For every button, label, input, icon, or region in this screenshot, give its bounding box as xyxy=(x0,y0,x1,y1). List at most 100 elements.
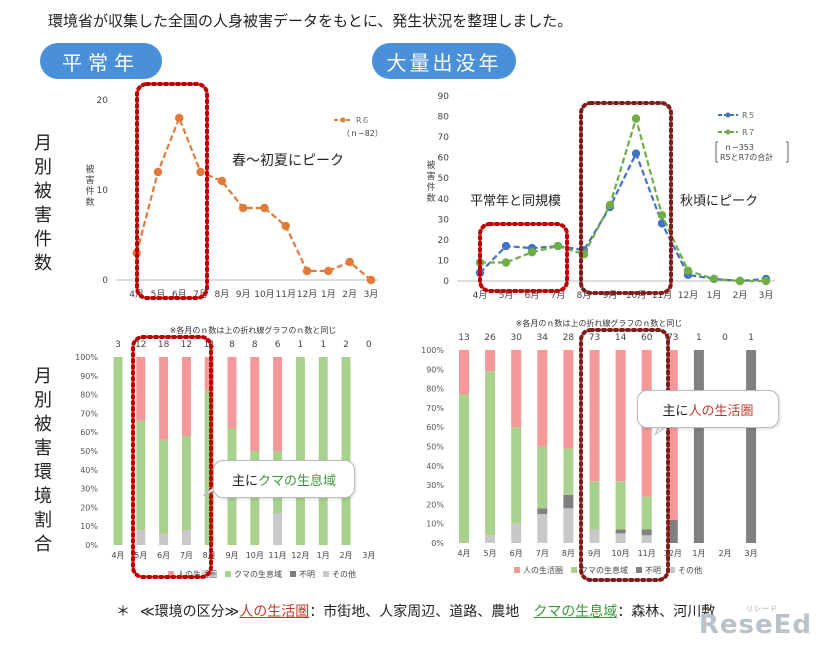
x-tick-label: 1月 xyxy=(707,290,722,301)
y-tick-label: 90 xyxy=(438,92,450,102)
footer-star: ＊ xyxy=(116,604,130,620)
callout-autumn-peak: 秋頃にピーク xyxy=(680,194,759,209)
x-tick-label: 2月 xyxy=(339,551,352,560)
bar-segment-不明 xyxy=(563,494,574,509)
bar-segment-不明 xyxy=(537,508,548,515)
side-char: 合 xyxy=(34,534,52,555)
bar-segment-その他 xyxy=(615,533,626,543)
n-count-label: 2 xyxy=(343,340,349,350)
data-point xyxy=(553,241,563,251)
note-bracket-left xyxy=(715,141,718,163)
bar-segment-クマの生息域 xyxy=(318,357,328,545)
legend-swatch xyxy=(636,567,642,573)
legend-swatch xyxy=(571,567,577,573)
x-tick-label: 5月 xyxy=(499,290,514,301)
n-count-label: 34 xyxy=(537,333,549,343)
y-tick-label: 10 xyxy=(97,186,109,196)
y-tick-label: 20% xyxy=(80,503,98,512)
y-tick-label: 20 xyxy=(438,236,450,246)
data-point xyxy=(345,257,354,267)
y-tick-label: 30% xyxy=(426,481,444,490)
y-tick-label: 0% xyxy=(431,539,444,548)
bar-segment-不明 xyxy=(615,529,626,534)
x-tick-label: 10月 xyxy=(612,549,630,558)
legend-label: クマの生息域 xyxy=(580,565,628,575)
bar-segment-不明 xyxy=(641,529,652,536)
data-point xyxy=(281,221,290,231)
bar-segment-人の生活圏 xyxy=(537,350,548,447)
footer-legend: ＊ ≪環境の区分≫人の生活圏：市街地、人家周辺、道路、農地 クマの生息域：森林、河… xyxy=(116,601,715,621)
highlight-box-autumn-bars xyxy=(579,328,670,582)
side-label-monthly-count: 月 別 被 害 件 数 xyxy=(30,132,56,276)
legend-marker-r5 xyxy=(725,112,731,118)
x-tick-label: 12月 xyxy=(291,551,309,560)
x-tick-label: 10月 xyxy=(254,289,274,300)
y-axis-label-char: 件 xyxy=(426,181,435,193)
data-point xyxy=(238,203,248,213)
bar-segment-その他 xyxy=(563,508,574,543)
data-point xyxy=(302,266,312,276)
callout-same-scale: 平常年と同規模 xyxy=(470,194,562,209)
side-char: 件 xyxy=(34,229,52,250)
bar-segment-人の生活圏 xyxy=(204,357,214,391)
x-tick-label: 1月 xyxy=(321,289,336,300)
bar-segment-クマの生息域 xyxy=(641,496,652,530)
x-tick-label: 3月 xyxy=(362,551,375,560)
x-tick-label: 11月 xyxy=(269,551,287,560)
y-axis-label-char: 被 xyxy=(426,159,435,171)
data-point xyxy=(196,167,205,177)
y-tick-label: 80% xyxy=(426,385,444,394)
bar-segment-人の生活圏 xyxy=(485,350,496,372)
n-count-label: 1 xyxy=(748,333,754,343)
highlight-box-spring-bars xyxy=(131,335,213,579)
chart-caption: ※各月のｎ数は上の折れ線グラフのｎ数と同じ xyxy=(516,318,683,328)
highlight-box-same-scale xyxy=(478,222,569,293)
data-point xyxy=(631,149,641,158)
callout-prefix: 主に xyxy=(662,403,689,419)
data-point xyxy=(631,114,641,123)
y-tick-label: 100% xyxy=(421,346,444,355)
x-tick-label: 8月 xyxy=(577,290,592,301)
bar-segment-クマの生息域 xyxy=(485,371,496,536)
chart-note-line: ｎ−353 xyxy=(724,143,754,152)
y-axis-label-char: 害 xyxy=(85,174,94,186)
x-tick-label: 5月 xyxy=(151,289,166,300)
side-char: 月 xyxy=(34,366,52,387)
n-count-label: 60 xyxy=(641,333,653,343)
n-count-label: 30 xyxy=(510,333,522,343)
bar-segment-その他 xyxy=(511,523,522,543)
legend-label: 不明 xyxy=(299,570,315,579)
x-tick-label: 9月 xyxy=(236,289,251,300)
x-tick-label: 7月 xyxy=(193,289,208,300)
n-count-label: 3 xyxy=(115,340,121,350)
n-count-label: 0 xyxy=(366,340,372,350)
x-tick-label: 11月 xyxy=(652,290,672,301)
n-count-label: 26 xyxy=(484,333,496,343)
callout-highlight: クマの生息域 xyxy=(258,473,337,489)
chart-caption: ※各月のｎ数は上の折れ線グラフのｎ数と同じ xyxy=(170,325,337,335)
x-tick-label: 8月 xyxy=(562,549,575,558)
x-tick-label: 9月 xyxy=(588,549,601,558)
n-count-label: 0 xyxy=(722,333,728,343)
y-axis-label-char: 件 xyxy=(85,185,94,197)
highlight-box-autumn-line xyxy=(579,101,673,295)
bar-segment-その他 xyxy=(537,514,548,543)
data-point xyxy=(709,274,719,284)
x-tick-label: 2月 xyxy=(342,289,357,300)
x-tick-label: 7月 xyxy=(180,551,193,560)
y-tick-label: 60 xyxy=(438,154,450,164)
x-tick-label: 3月 xyxy=(364,289,379,300)
y-tick-label: 50 xyxy=(438,174,450,184)
y-tick-label: 100% xyxy=(75,353,98,362)
y-axis-label-char: 数 xyxy=(426,192,435,204)
y-tick-label: 20 xyxy=(97,96,109,106)
legend-label: その他 xyxy=(678,565,702,575)
bar-segment-その他 xyxy=(159,533,169,545)
chart-note: （ｎ−82） xyxy=(342,129,383,138)
y-tick-label: 10 xyxy=(438,256,450,266)
data-point xyxy=(217,176,227,186)
normal-year-badge: 平常年 xyxy=(40,43,162,79)
series-line-R７ xyxy=(480,114,766,283)
n-count-label: 1 xyxy=(320,340,326,350)
